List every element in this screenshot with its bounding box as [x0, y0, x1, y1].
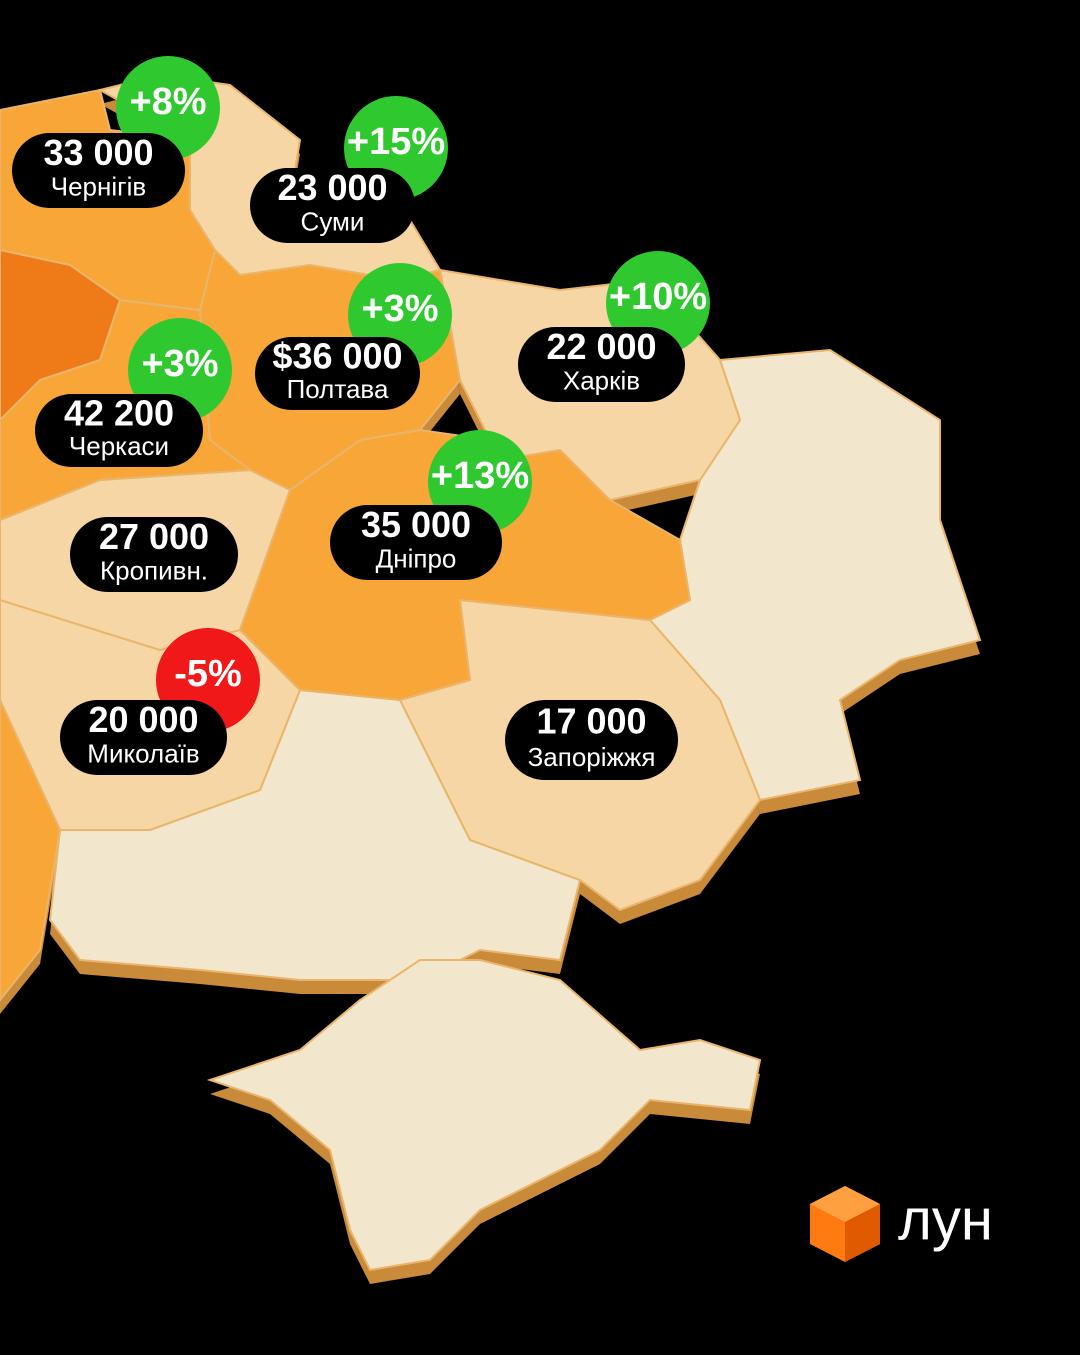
- city: Чернігів: [51, 171, 146, 201]
- logo-text: лун: [898, 1187, 993, 1252]
- change-text: -5%: [174, 653, 242, 695]
- price: 42 200: [64, 392, 174, 433]
- city: Суми: [301, 206, 365, 236]
- change-text: +3%: [361, 288, 438, 330]
- price: $36 000: [272, 335, 402, 376]
- price-pill: [12, 133, 185, 208]
- price-pill: [255, 337, 420, 410]
- change-text: +8%: [129, 81, 206, 123]
- price-pill: [70, 517, 238, 592]
- region: [648, 348, 982, 802]
- price: 35 000: [361, 504, 471, 545]
- region: [206, 959, 762, 1272]
- price-pill: [518, 327, 685, 402]
- city: Кропивн.: [100, 555, 208, 585]
- city: Запоріжжя: [528, 742, 656, 772]
- price-pill: [505, 700, 678, 780]
- city: Миколаїв: [87, 738, 199, 768]
- price: 27 000: [99, 516, 209, 557]
- region: [0, 699, 62, 1002]
- change-text: +10%: [609, 276, 707, 318]
- change-text: +15%: [347, 121, 445, 163]
- price: 33 000: [43, 132, 153, 173]
- region: [0, 248, 122, 422]
- city: Харків: [563, 365, 640, 395]
- price-pill: [60, 700, 227, 775]
- logo-cube-side: [845, 1204, 880, 1262]
- change-text: +13%: [431, 455, 529, 497]
- price-pill: [250, 168, 415, 243]
- price-pill: [330, 505, 502, 580]
- city: Полтава: [287, 374, 389, 404]
- logo: лун: [810, 1186, 993, 1262]
- price: 22 000: [546, 326, 656, 367]
- change-text: +3%: [141, 343, 218, 385]
- price: 17 000: [536, 701, 646, 742]
- city: Дніпро: [376, 543, 457, 573]
- price-pill: [35, 394, 203, 467]
- price: 20 000: [88, 699, 198, 740]
- city: Черкаси: [69, 431, 169, 461]
- price: 23 000: [277, 167, 387, 208]
